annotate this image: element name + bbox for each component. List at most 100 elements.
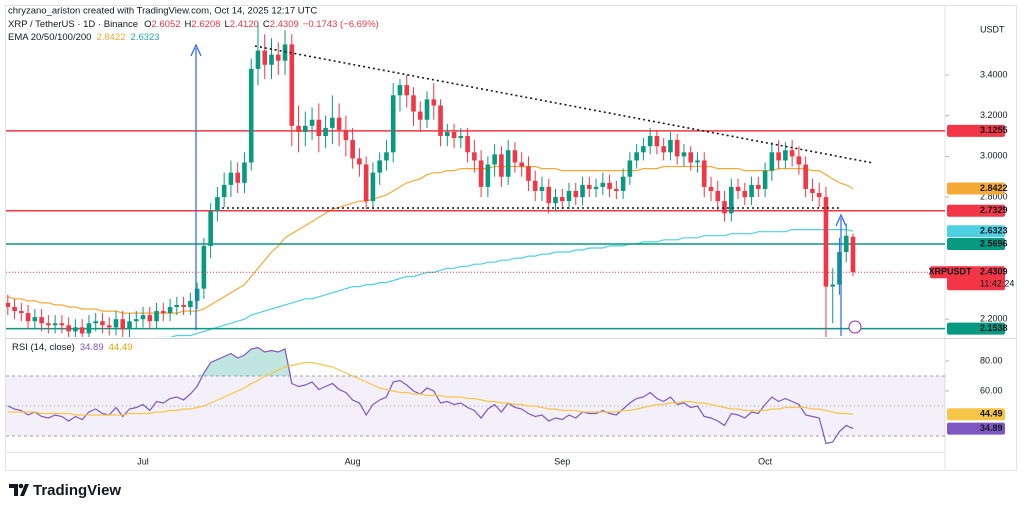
candle-body [303,125,308,132]
countdown: 11:42:24 [980,279,1014,289]
candle-body [25,313,31,322]
arrow-head [835,213,847,227]
candle-body [553,197,558,204]
c-label: C [263,19,270,30]
candle-body [701,160,707,187]
candle-body [762,170,768,189]
o-label: O [144,19,151,30]
ema-label-box [947,225,1005,238]
candle-body [458,136,464,139]
candle-body [79,327,85,334]
candle-body [167,306,173,314]
rsi-value-label: 34.89 [980,423,1003,433]
rsi-ma-value: 44.49 [109,342,133,353]
level-label: 2.7329 [980,205,1008,215]
h-label: H [185,19,192,30]
candle-body [255,50,261,69]
candle-body [654,136,660,147]
candle-body [73,327,78,332]
candle-body [201,245,207,289]
candle-body [100,321,105,326]
candle-body [221,184,227,198]
ema-label-box [947,182,1005,195]
currency: USDT [980,24,1005,34]
candle-body [512,150,518,163]
rsi-title: RSI (14, close) 34.89 44.49 [12,342,132,353]
candle-body [323,127,328,137]
ema-value: 2.8422 [96,32,125,43]
candle-body [66,325,71,332]
candle-body [363,164,369,202]
change: −0.1743 (−6.69%) [303,19,379,30]
candle-body [330,117,335,128]
candle-body [803,164,808,189]
candle-body [607,182,612,189]
logo-dot [18,483,24,489]
rsi-line [7,346,854,445]
price-pane [6,22,945,337]
y-tick-label: 2.2000 [980,314,1008,324]
candle-body [384,152,389,161]
symbol: XRP / TetherUS · 1D · Binance [8,19,138,30]
level-label: 2.1538 [980,323,1008,333]
level-label: 2.5696 [980,238,1008,248]
candle-body [742,190,748,198]
x-tick-label: Oct [758,456,773,466]
candle-body [133,319,139,322]
y-tick-label: 3.0000 [980,151,1008,161]
ema-line [156,229,854,337]
candle-body [532,180,538,191]
candle-body [46,323,51,326]
candle-body [248,68,254,163]
candle-body [783,150,788,161]
candle-body [275,54,281,61]
candle-body [19,311,24,314]
candle-body [695,160,700,163]
candle-body [843,235,849,253]
candle-body [620,176,626,191]
candle-body [242,162,247,183]
candle-body [336,117,342,130]
frame [5,5,1017,471]
candle-body [343,129,349,141]
event-icon[interactable] [848,320,862,334]
candle-body [674,140,680,157]
candle-body [593,186,599,189]
y-tick-label: 3.2000 [980,110,1008,120]
candle-body [708,186,714,191]
candle-body [451,131,457,139]
candle-body [573,190,579,198]
candle-body [32,317,38,322]
candle-body [796,156,802,165]
o-value: 2.6052 [151,19,180,30]
candle-body [262,50,268,65]
candle-body [546,186,552,204]
candle-body [357,158,362,165]
level-label-box [947,237,1005,250]
candle-body [120,319,126,330]
trendline [254,45,874,164]
candle-body [93,321,99,324]
candle-body [106,325,112,328]
drawings [190,43,874,336]
candle-body [505,150,511,177]
candle-body [154,311,159,322]
candle-body [485,164,491,187]
candle-body [181,304,186,307]
logo-mark [9,484,29,496]
candle-body [472,152,477,161]
candle-body [722,201,727,214]
candle-body [627,160,633,177]
candle-body [661,146,666,153]
candle-body [647,136,653,147]
candle-body [289,44,295,126]
candle-body [499,154,504,177]
candle-body [789,150,795,157]
candle-body [688,152,694,163]
candle-body [810,188,815,194]
candle-body [309,119,315,126]
candle-body [194,288,200,301]
c-value: 2.4309 [270,19,299,30]
candle-body [188,300,193,307]
